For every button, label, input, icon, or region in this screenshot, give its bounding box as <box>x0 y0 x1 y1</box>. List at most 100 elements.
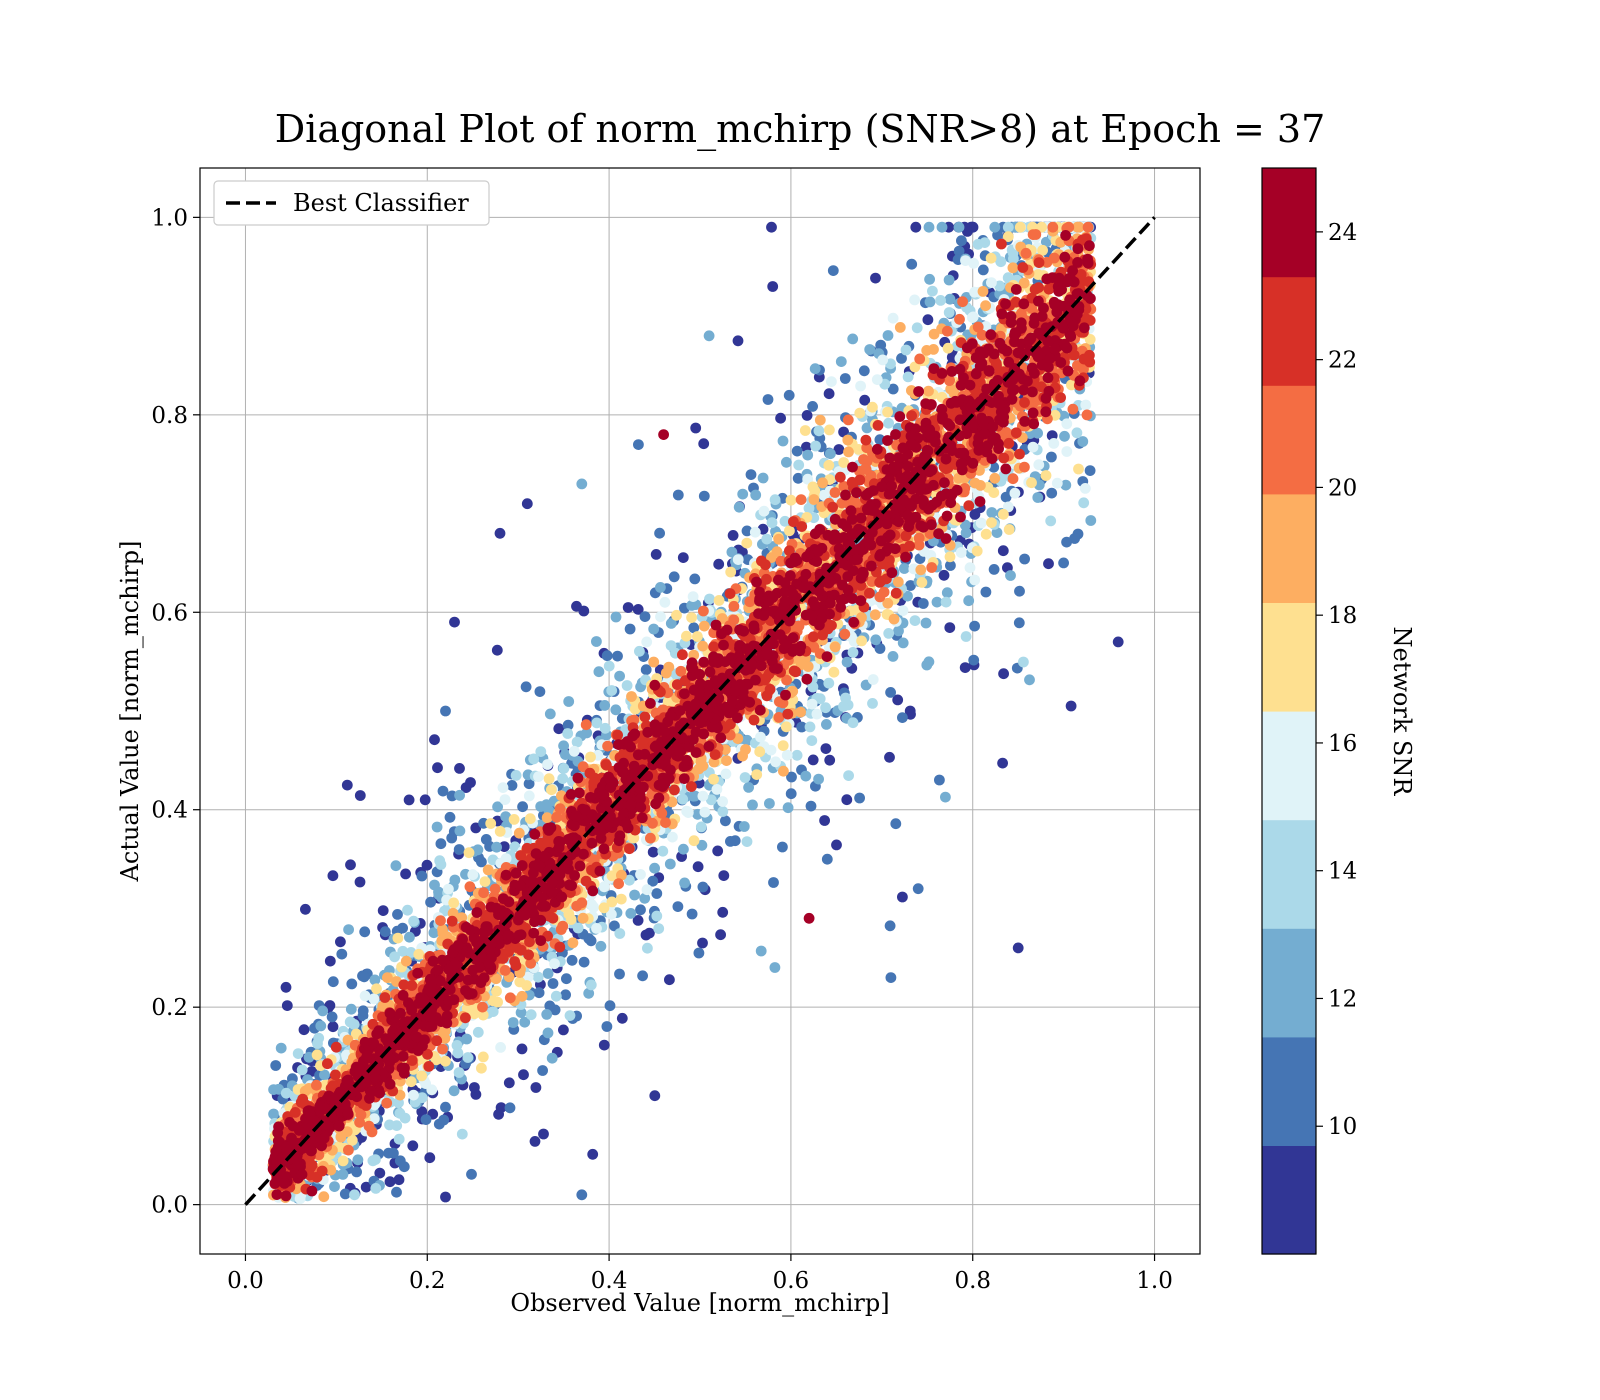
scatter-point <box>695 821 707 833</box>
scatter-point <box>768 877 779 888</box>
scatter-point <box>775 412 786 424</box>
scatter-point <box>705 794 717 806</box>
scatter-point <box>432 762 443 774</box>
scatter-point <box>508 814 520 825</box>
scatter-point <box>317 1005 329 1017</box>
scatter-point <box>786 771 797 783</box>
scatter-point <box>351 1166 362 1178</box>
scatter-point <box>553 723 565 735</box>
scatter-point <box>956 235 967 247</box>
scatter-point <box>345 859 356 871</box>
scatter-point <box>847 333 859 345</box>
scatter-point <box>651 888 663 899</box>
scatter-point <box>770 756 781 768</box>
scatter-point <box>806 698 818 710</box>
scatter-point <box>578 956 590 968</box>
scatter-point <box>577 912 589 924</box>
scatter-point <box>1018 656 1029 668</box>
scatter-point <box>843 446 854 458</box>
scatter-point <box>826 376 837 387</box>
scatter-point <box>655 611 666 623</box>
scatter-point <box>831 839 842 851</box>
scatter-point <box>500 853 512 864</box>
scatter-point <box>1040 470 1052 481</box>
scatter-point <box>757 472 769 484</box>
scatter-point <box>598 881 610 893</box>
scatter-point <box>909 294 920 306</box>
scatter-point <box>938 569 950 581</box>
scatter-point <box>910 221 922 233</box>
scatter-point <box>884 920 896 932</box>
scatter-point <box>671 609 682 621</box>
scatter-point <box>604 1000 616 1012</box>
scatter-point <box>564 1010 576 1021</box>
scatter-point <box>1051 477 1063 489</box>
scatter-point <box>482 864 494 876</box>
scatter-point <box>762 394 774 405</box>
scatter-point <box>529 1136 541 1147</box>
scatter-point <box>885 687 896 698</box>
scatter-point <box>392 909 403 920</box>
scatter-point <box>346 1134 358 1146</box>
scatter-point <box>804 721 816 733</box>
scatter-point <box>833 444 845 455</box>
scatter-point <box>1073 221 1085 233</box>
scatter-point <box>854 407 866 419</box>
scatter-point <box>359 926 371 938</box>
scatter-point <box>653 923 665 934</box>
scatter-point <box>547 978 559 989</box>
scatter-point <box>453 1067 465 1078</box>
scatter-point <box>624 623 636 635</box>
scatter-point <box>327 870 339 882</box>
scatter-point <box>449 616 460 628</box>
scatter-point <box>561 973 572 985</box>
scatter-point <box>843 770 854 781</box>
scatter-point <box>1084 465 1096 476</box>
scatter-point <box>791 749 803 761</box>
scatter-point <box>935 295 946 306</box>
scatter-point <box>699 806 711 818</box>
scatter-point <box>979 237 991 249</box>
scatter-point <box>977 286 989 297</box>
scatter-point <box>444 811 456 823</box>
scatter-point <box>576 478 588 490</box>
scatter-point <box>715 929 726 941</box>
scatter-point <box>518 1069 529 1081</box>
scatter-point <box>563 696 575 707</box>
scatter-point <box>783 389 795 401</box>
scatter-point <box>443 883 454 895</box>
scatter-point <box>440 705 451 717</box>
scatter-point <box>503 1077 515 1089</box>
scatter-point <box>791 445 803 457</box>
scatter-point <box>721 755 732 766</box>
scatter-point <box>1019 553 1030 565</box>
scatter-point <box>766 221 777 233</box>
scatter-point <box>650 549 662 560</box>
scatter-point <box>897 712 908 723</box>
scatter-point <box>922 314 934 326</box>
scatter-point <box>603 660 615 672</box>
scatter-point <box>525 1009 537 1021</box>
scatter-point <box>780 721 792 733</box>
scatter-point <box>959 519 971 531</box>
scatter-point <box>657 845 669 857</box>
scatter-point <box>698 620 710 632</box>
scatter-point <box>870 634 882 646</box>
scatter-point <box>802 473 814 485</box>
scatter-point <box>924 296 936 308</box>
scatter-point <box>454 789 465 801</box>
scatter-point <box>510 770 522 781</box>
scatter-point <box>637 970 648 982</box>
scatter-point <box>568 745 580 757</box>
scatter-point <box>741 734 753 746</box>
scatter-point <box>591 636 602 647</box>
scatter-point <box>583 987 595 999</box>
scatter-point <box>890 818 902 830</box>
scatter-point <box>861 422 873 434</box>
scatter-point <box>506 780 518 791</box>
scatter-point <box>495 1042 506 1053</box>
scatter-point <box>875 339 887 351</box>
scatter-point <box>688 622 700 634</box>
scatter-point <box>524 813 536 825</box>
